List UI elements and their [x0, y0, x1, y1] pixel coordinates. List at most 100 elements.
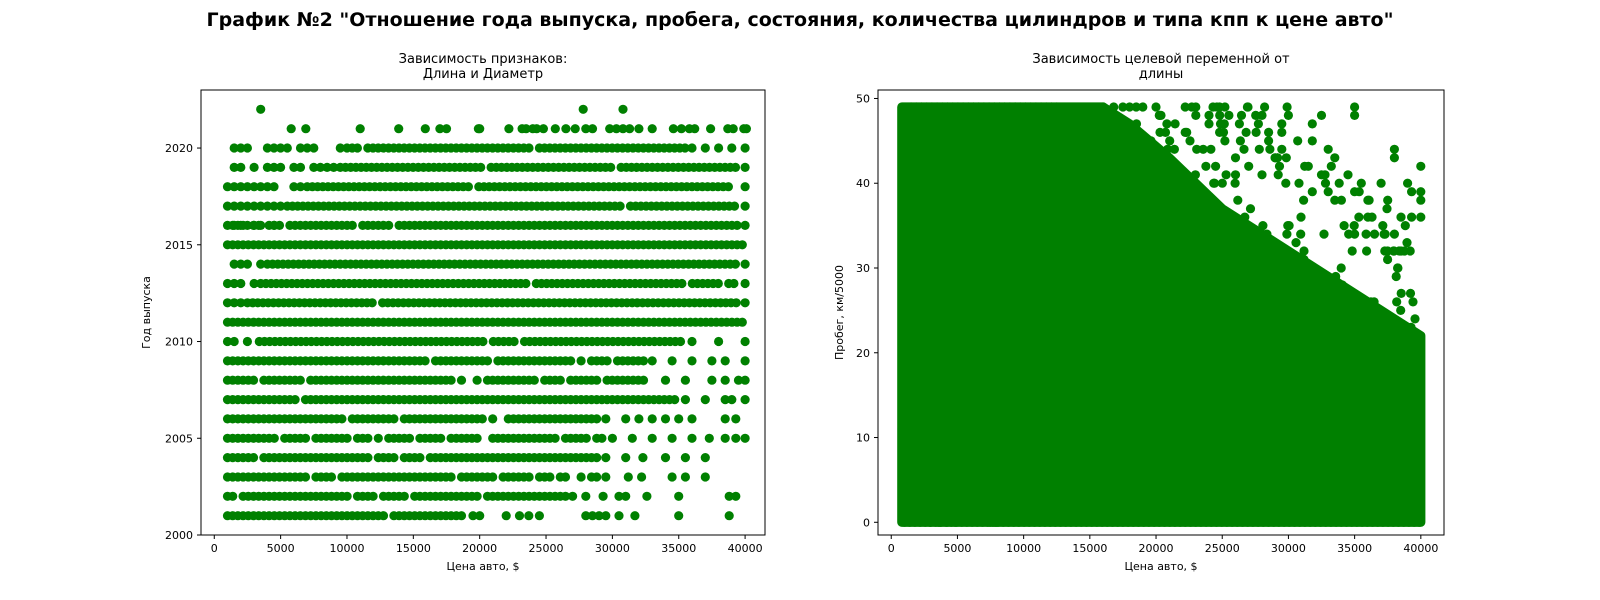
scatter-point [740, 162, 750, 172]
scatter-point [912, 500, 923, 510]
scatter-point [720, 356, 730, 366]
scatter-point [229, 201, 239, 211]
scatter-point [389, 414, 399, 424]
scatter-point [1363, 195, 1373, 205]
scatter-point [1416, 195, 1426, 205]
scatter-point [524, 472, 534, 482]
scatter-point [404, 433, 415, 443]
scatter-point [627, 433, 637, 443]
scatter-point [1170, 119, 1180, 129]
scatter-point [611, 124, 622, 134]
scatter-point [256, 220, 266, 230]
scatter-point [1192, 144, 1202, 154]
scatter-point [1282, 229, 1292, 239]
y-tick-label: 30 [856, 262, 870, 275]
scatter-point [1230, 170, 1241, 180]
scatter-point [922, 416, 932, 426]
scatter-point [737, 317, 747, 327]
scatter-point [731, 298, 741, 308]
scatter-point [606, 162, 616, 172]
scatter-point [1354, 212, 1364, 222]
y-tick-label: 0 [863, 516, 870, 529]
x-tick-label: 5000 [267, 542, 295, 555]
scatter-point [1330, 153, 1340, 163]
scatter-point [1331, 271, 1341, 282]
scatter-point [1155, 127, 1165, 137]
scatter-point [637, 472, 647, 482]
scatter-point [592, 472, 602, 482]
scatter-point [229, 259, 239, 269]
scatter-point [1402, 238, 1412, 248]
scatter-point [700, 395, 710, 405]
scatter-point [1118, 102, 1128, 112]
scatter-point [262, 201, 272, 211]
scatter-point [1369, 297, 1379, 307]
scatter-point [740, 220, 750, 230]
scatter-point [1336, 263, 1346, 273]
scatter-point [1155, 110, 1165, 120]
scatter-point [550, 433, 560, 443]
scatter-point [1260, 102, 1270, 112]
scatter-point [1138, 102, 1148, 112]
scatter-point [1393, 263, 1403, 273]
scatter-point [534, 511, 545, 521]
scatter-point [555, 375, 565, 385]
scatter-point [1190, 170, 1200, 180]
scatter-point [1281, 178, 1291, 188]
scatter-point [910, 432, 920, 443]
scatter-point [1180, 127, 1190, 137]
scatter-point [713, 278, 723, 289]
scatter-point [1220, 102, 1230, 112]
scatter-point [1396, 246, 1406, 256]
scatter-point [733, 375, 744, 385]
x-tick-label: 30000 [595, 542, 630, 555]
x-tick-label: 20000 [1139, 542, 1174, 555]
scatter-point [1221, 170, 1231, 180]
scatter-point [472, 375, 482, 385]
scatter-point [1330, 195, 1340, 205]
scatter-point [727, 143, 737, 153]
scatter-point [1209, 178, 1220, 188]
scatter-point [1347, 246, 1357, 256]
y-tick-label: 20 [856, 347, 870, 360]
scatter-point [1410, 314, 1420, 324]
scatter-point [269, 143, 279, 153]
scatter-point [1350, 102, 1360, 112]
scatter-point [741, 124, 752, 134]
scatter-point [514, 511, 525, 521]
y-tick-label: 10 [856, 432, 870, 445]
scatter-point [532, 124, 542, 134]
scatter-point [524, 143, 534, 153]
scatter-point [302, 143, 312, 153]
scatter-point [1406, 322, 1416, 332]
x-tick-label: 15000 [1072, 542, 1107, 555]
scatter-point [1299, 246, 1309, 256]
scatter-point [740, 259, 750, 269]
scatter-point [222, 182, 233, 192]
scatter-point [1307, 136, 1317, 146]
scatter-point [1245, 204, 1256, 214]
scatter-point [367, 298, 377, 308]
scatter-point [276, 201, 286, 211]
scatter-point [1254, 144, 1264, 154]
scatter-point [959, 500, 969, 510]
scatter-point [724, 511, 734, 521]
scatter-point [1109, 102, 1119, 112]
scatter-point [1405, 246, 1415, 256]
scatter-point [222, 278, 233, 289]
scatter-point [1392, 297, 1402, 307]
scatter-point [550, 124, 560, 134]
scatter-point [930, 500, 940, 510]
scatter-point [913, 492, 923, 502]
scatter-point [676, 124, 687, 134]
scatter-point [300, 433, 311, 443]
scatter-point [902, 432, 912, 443]
scatter-point [909, 449, 919, 460]
scatter-point [737, 240, 747, 250]
scatter-point [614, 511, 624, 521]
scatter-point [290, 395, 300, 405]
scatter-point [1243, 102, 1253, 112]
scatter-point [634, 414, 644, 424]
scatter-point [647, 433, 657, 443]
scatter-point [901, 449, 911, 460]
